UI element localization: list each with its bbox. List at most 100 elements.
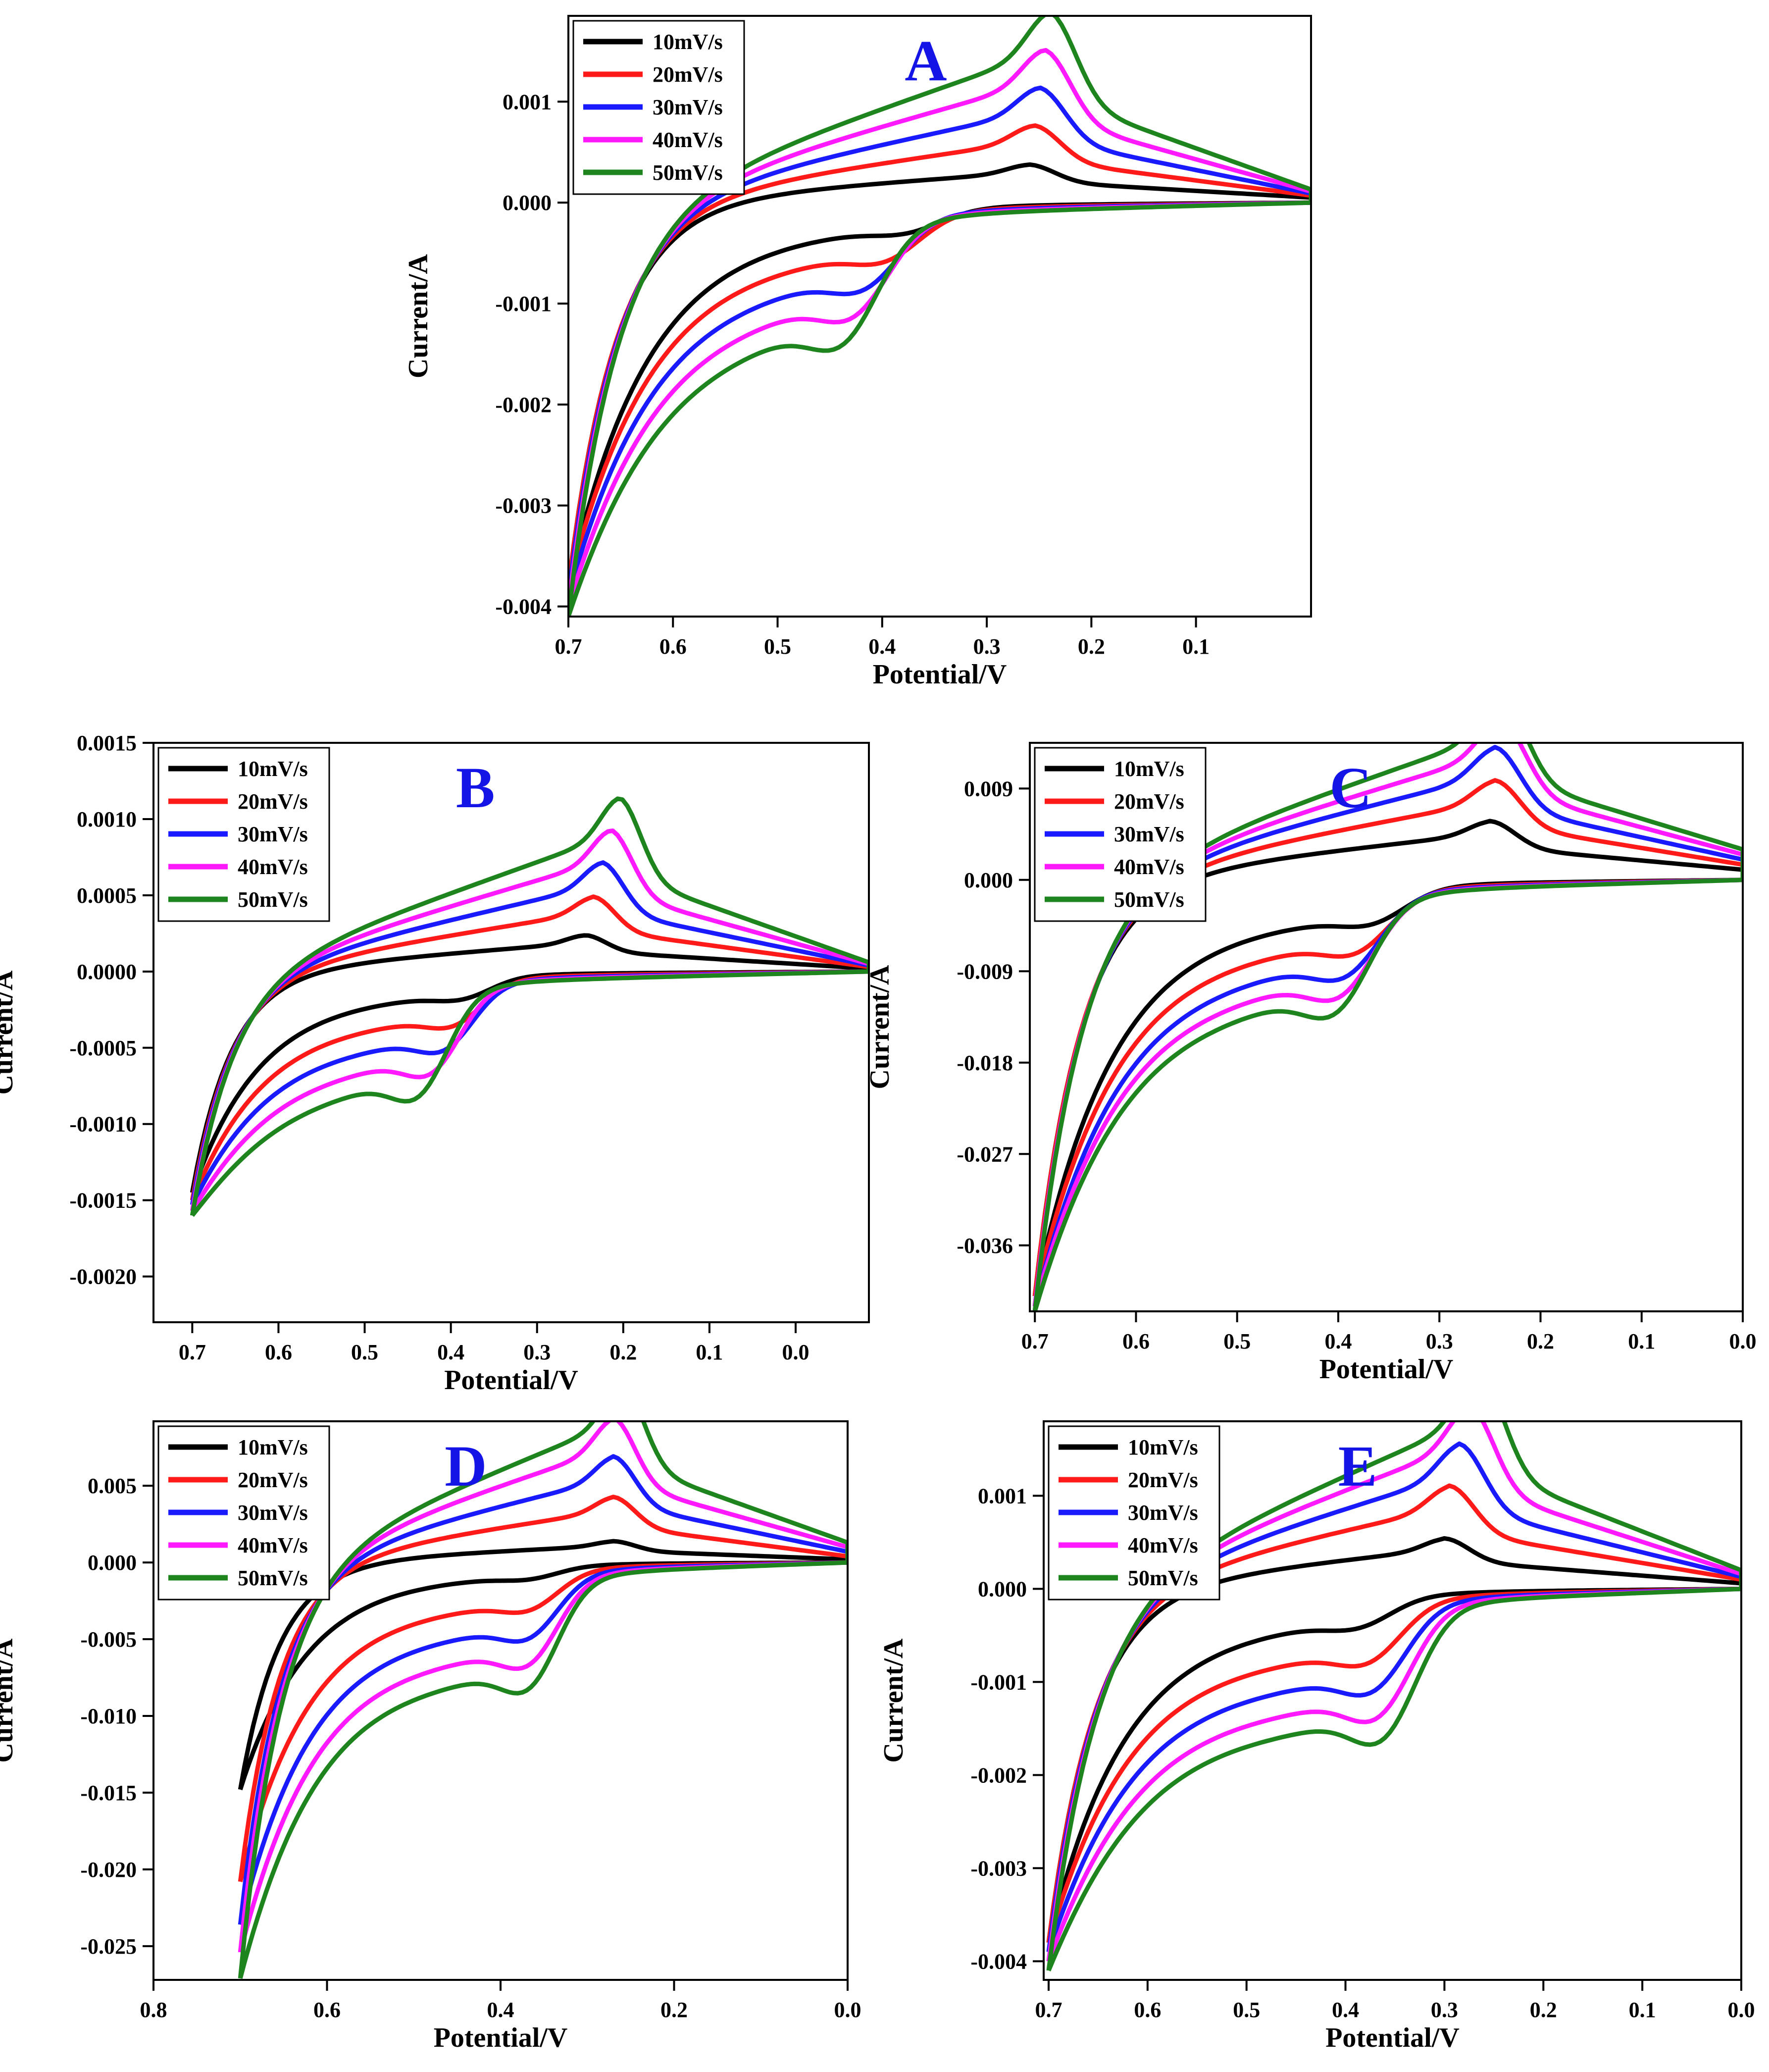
series-line-40mvs — [190, 829, 869, 1212]
series-line-10mvs — [1046, 1536, 1741, 1943]
y-tick-label: -0.025 — [80, 1934, 137, 1959]
chart-panel-c: 0.7 0.6 0.5 0.4 0.3 0.2 0.1 0.0 0.009 0.000 -0.009… — [864, 742, 1757, 1385]
x-tick-label: 0.3 — [973, 634, 1001, 659]
legend-label: 30mV/s — [653, 95, 723, 119]
series-line-30mvs — [1032, 745, 1743, 1307]
chart-panel-e: 0.7 0.6 0.5 0.4 0.3 0.2 0.1 0.0 0.001 0.000 -0.001… — [878, 1420, 1755, 2053]
x-tick-label: 0.4 — [1324, 1329, 1352, 1353]
legend-label: 30mV/s — [238, 822, 308, 846]
y-tick-label: 0.000 — [978, 1577, 1027, 1601]
y-tick-label: 0.000 — [964, 868, 1013, 892]
y-tick-label: 0.0010 — [77, 807, 137, 831]
legend-label: 50mV/s — [1114, 887, 1184, 912]
x-axis-label: Potential/V — [1319, 1354, 1454, 1385]
x-tick-label: 0.7 — [1021, 1329, 1049, 1353]
chart-panel-d: 0.8 0.6 0.4 0.2 0.0 0.005 0.000 -0.005 -0.010 -0.… — [0, 1420, 861, 2053]
y-tick-label: -0.009 — [957, 959, 1013, 984]
x-tick-label: 0.4 — [1332, 1998, 1359, 2022]
panel-label: D — [445, 1434, 487, 1499]
series-line-10mvs — [190, 933, 869, 1193]
x-tick-label: 0.5 — [351, 1340, 378, 1364]
legend — [1048, 1425, 1220, 1601]
y-tick-label: -0.001 — [495, 292, 552, 316]
x-tick-label: 0.1 — [1629, 1998, 1656, 2022]
x-tick-label: 0.4 — [487, 1998, 514, 2022]
x-axis-label: Potential/V — [1325, 2022, 1460, 2053]
x-tick-label: 0.3 — [1426, 1329, 1453, 1353]
y-tick-label: 0.001 — [503, 90, 552, 114]
legend-label: 10mV/s — [1128, 1435, 1198, 1459]
x-tick-label: 0.2 — [1078, 634, 1105, 659]
legend-label: 20mV/s — [238, 789, 308, 814]
y-tick-label: 0.001 — [978, 1484, 1027, 1508]
series-line-40mvs — [1046, 1421, 1741, 1962]
legend-label: 20mV/s — [1128, 1468, 1198, 1492]
x-tick-label: 0.1 — [696, 1340, 723, 1364]
x-tick-label: 0.5 — [1233, 1998, 1260, 2022]
series-line-30mvs — [238, 1454, 848, 1925]
series-line-20mvs — [1032, 778, 1743, 1297]
series-line-50mvs — [238, 1421, 848, 1979]
y-tick-label: 0.000 — [503, 191, 552, 215]
legend-label: 40mV/s — [1128, 1533, 1198, 1557]
x-axis-label: Potential/V — [873, 659, 1007, 690]
panel-label: B — [456, 755, 495, 820]
series-line-20mvs — [568, 123, 1311, 587]
series-line-10mvs — [238, 1539, 848, 1791]
series-line-40mvs — [568, 48, 1311, 607]
y-axis-label: Current/A — [403, 254, 434, 378]
legend-label: 50mV/s — [238, 1566, 308, 1590]
y-axis-label: Current/A — [864, 965, 895, 1089]
x-tick-label: 0.6 — [265, 1340, 292, 1364]
y-tick-label: -0.010 — [80, 1704, 137, 1728]
series-line-10mvs — [1032, 819, 1743, 1297]
plot-frame — [567, 15, 1312, 618]
legend-label: 50mV/s — [653, 160, 723, 185]
y-tick-label: -0.0005 — [69, 1036, 137, 1060]
x-tick-label: 0.0 — [1728, 1998, 1755, 2022]
panel-label: C — [1329, 755, 1371, 820]
legend-label: 20mV/s — [653, 62, 723, 87]
series-line-30mvs — [190, 860, 869, 1206]
x-tick-label: 0.6 — [313, 1998, 341, 2022]
x-tick-label: 0.1 — [1182, 634, 1210, 659]
series-line-30mvs — [568, 85, 1311, 597]
x-tick-label: 0.2 — [1527, 1329, 1554, 1353]
x-tick-label: 0.2 — [609, 1340, 637, 1364]
series-line-50mvs — [1046, 1421, 1741, 1971]
y-tick-label: -0.001 — [970, 1670, 1027, 1694]
x-tick-label: 0.2 — [660, 1998, 688, 2022]
x-tick-label: 0.0 — [782, 1340, 809, 1364]
y-tick-label: 0.0015 — [77, 731, 137, 755]
y-tick-label: 0.0000 — [77, 960, 137, 984]
y-axis-label: Current/A — [878, 1638, 909, 1762]
legend-label: 30mV/s — [1114, 822, 1184, 846]
legend-label: 50mV/s — [238, 887, 308, 912]
y-tick-label: -0.036 — [957, 1234, 1013, 1258]
y-tick-label: -0.004 — [970, 1949, 1027, 1973]
y-tick-label: -0.003 — [495, 494, 552, 518]
x-tick-label: 0.8 — [140, 1998, 167, 2022]
legend-label: 10mV/s — [653, 30, 723, 54]
legend-label: 30mV/s — [238, 1501, 308, 1525]
x-tick-label: 0.6 — [1134, 1998, 1161, 2022]
legend-label: 50mV/s — [1128, 1566, 1198, 1590]
x-tick-label: 0.3 — [523, 1340, 551, 1364]
y-tick-label: 0.009 — [964, 777, 1013, 801]
y-tick-label: -0.002 — [970, 1763, 1027, 1787]
series-line-20mvs — [238, 1495, 848, 1882]
series-line-40mvs — [1032, 743, 1743, 1307]
y-tick-label: -0.018 — [957, 1051, 1013, 1075]
x-axis-label: Potential/V — [444, 1365, 578, 1396]
series-line-10mvs — [568, 162, 1311, 587]
x-tick-label: 0.6 — [1122, 1329, 1150, 1353]
x-tick-label: 0.0 — [834, 1998, 861, 2022]
x-tick-label: 0.5 — [764, 634, 791, 659]
legend-label: 20mV/s — [238, 1468, 308, 1492]
y-tick-label: -0.0015 — [69, 1189, 137, 1213]
series-line-20mvs — [190, 894, 869, 1201]
y-tick-label: -0.020 — [80, 1858, 137, 1882]
legend-label: 40mV/s — [653, 128, 723, 152]
y-tick-label: 0.005 — [88, 1474, 137, 1498]
